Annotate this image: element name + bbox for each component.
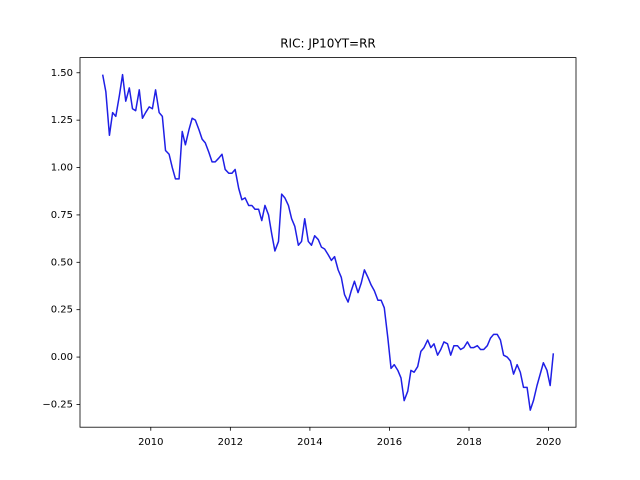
x-tick-label: 2010 [138,437,163,448]
x-tick-label: 2016 [377,437,402,448]
x-tick-label: 2014 [297,437,322,448]
y-tick-label: −0.25 [42,399,73,410]
plot-frame [79,57,577,428]
x-tick-label: 2020 [536,437,561,448]
y-tick-label: 0.75 [51,210,73,221]
x-tick-label: 2018 [456,437,481,448]
y-tick-label: 1.00 [51,163,73,174]
y-tick-label: 0.25 [51,305,73,316]
y-tick-label: 0.00 [51,352,73,363]
y-tick-label: 1.25 [51,115,73,126]
data-line [101,73,555,411]
y-tick-label: 1.50 [51,68,73,79]
chart-title: RIC: JP10YT=RR [280,37,376,51]
y-tick-label: 0.50 [51,257,73,268]
x-tick-label: 2012 [218,437,243,448]
